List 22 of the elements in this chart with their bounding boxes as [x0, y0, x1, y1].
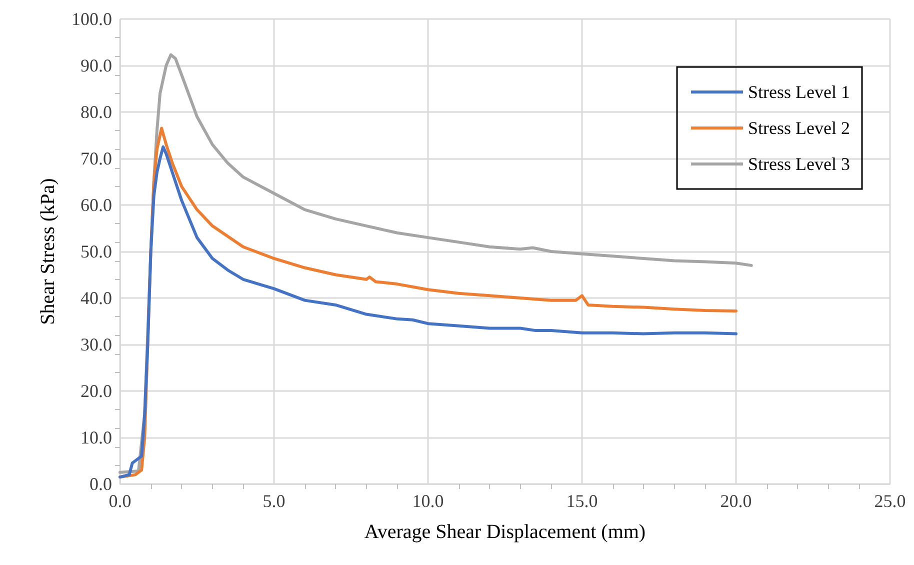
x-tick-label: 15.0	[566, 491, 598, 511]
y-tick-label: 10.0	[80, 428, 112, 448]
legend-label: Stress Level 2	[748, 118, 850, 138]
x-tick-label: 20.0	[720, 491, 752, 511]
x-tick-label: 5.0	[262, 491, 286, 511]
x-tick-label: 0.0	[108, 491, 132, 511]
y-tick-label: 100.0	[72, 9, 112, 29]
y-tick-label: 50.0	[80, 242, 112, 262]
x-tick-label: 25.0	[874, 491, 906, 511]
legend-label: Stress Level 3	[748, 154, 850, 174]
y-tick-label: 60.0	[80, 195, 112, 215]
y-tick-label: 30.0	[80, 334, 112, 354]
y-tick-label: 80.0	[80, 102, 112, 122]
legend-label: Stress Level 1	[748, 82, 850, 102]
x-axis-title: Average Shear Displacement (mm)	[364, 521, 646, 543]
y-axis-title: Shear Stress (kPa)	[37, 178, 59, 325]
y-tick-label: 40.0	[80, 288, 112, 308]
y-tick-label: 70.0	[80, 148, 112, 168]
y-tick-label: 20.0	[80, 381, 112, 401]
x-tick-label: 10.0	[412, 491, 444, 511]
y-tick-label: 0.0	[90, 474, 112, 494]
y-tick-label: 90.0	[80, 56, 112, 76]
